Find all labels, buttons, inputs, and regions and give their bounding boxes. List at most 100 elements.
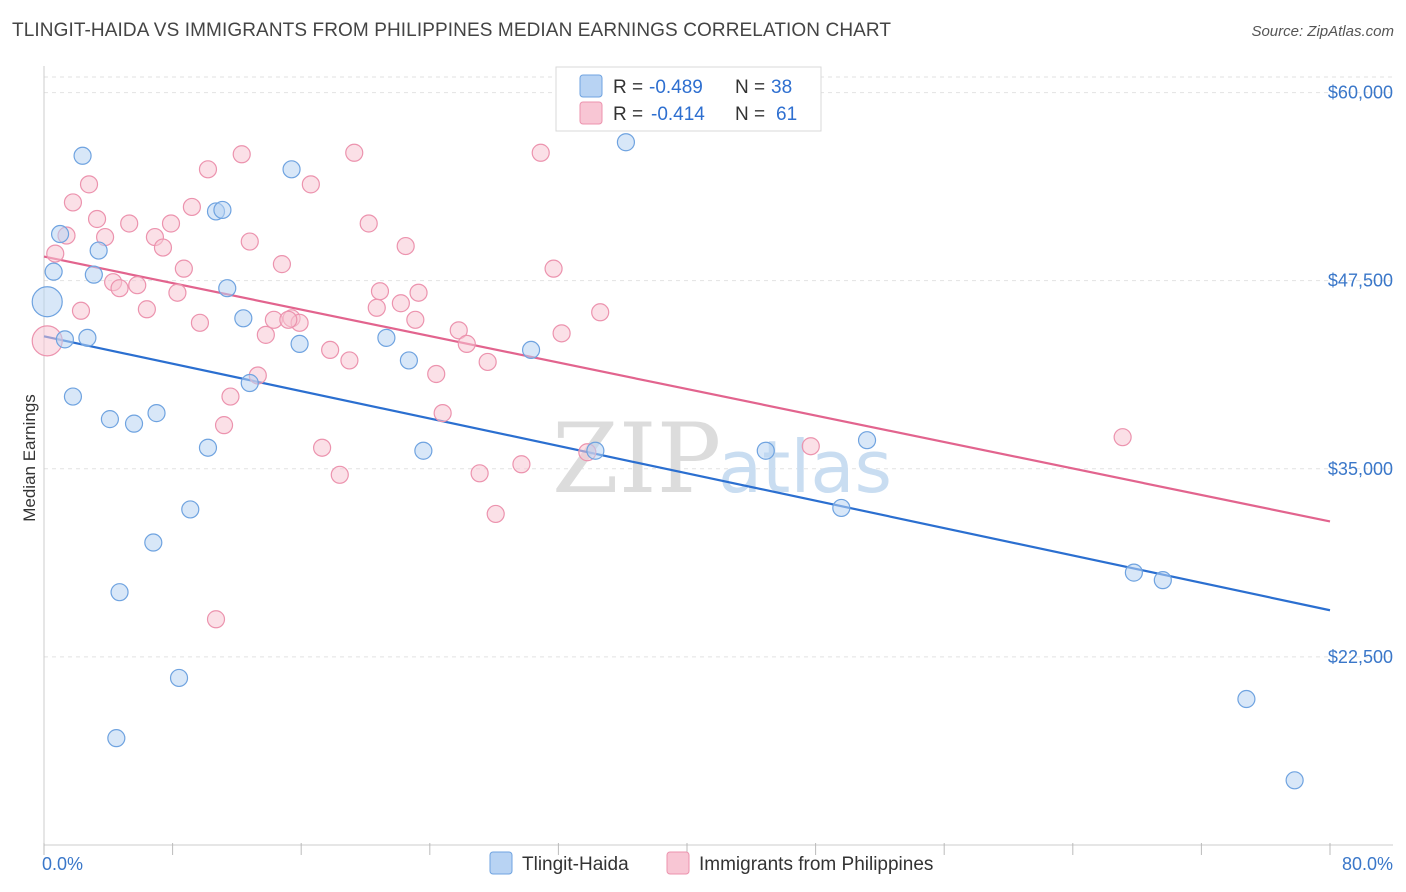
legend-r-value-2: -0.414 — [651, 104, 705, 125]
point-philippines — [801, 437, 820, 456]
point-tlingit-haida — [147, 404, 166, 423]
point-philippines — [367, 298, 386, 317]
point-tlingit-haida — [521, 340, 541, 360]
point-tlingit-haida — [616, 133, 636, 152]
legend: R = -0.489 N = 38 R = -0.414 N = 61 — [555, 66, 822, 132]
point-philippines — [370, 282, 390, 301]
point-philippines — [256, 325, 275, 344]
point-tlingit-haida — [377, 328, 396, 347]
point-tlingit-haida — [181, 500, 200, 519]
point-tlingit-haida — [857, 431, 877, 450]
points-layer — [31, 133, 1304, 790]
legend-swatch-tlingit-haida — [579, 74, 603, 98]
point-tlingit-haida — [44, 262, 63, 281]
point-philippines — [409, 283, 428, 302]
point-philippines — [153, 238, 173, 257]
point-tlingit-haida — [290, 334, 309, 353]
point-philippines — [301, 175, 320, 194]
point-tlingit-haida — [282, 160, 301, 179]
legend-r-label-1: R = — [613, 77, 643, 98]
point-philippines — [359, 214, 378, 233]
point-tlingit-haida — [586, 441, 605, 460]
y-tick-labels: $22,500 $35,000 $47,500 $60,000 — [1328, 83, 1393, 667]
point-tlingit-haida — [124, 414, 144, 433]
bottom-legend-swatch-philippines — [666, 851, 690, 875]
point-tlingit-haida — [50, 224, 70, 244]
point-philippines — [544, 259, 563, 278]
x-tick-label-max: 80.0% — [1342, 854, 1393, 874]
point-philippines — [433, 404, 452, 423]
chart-source: Source: ZipAtlas.com — [1251, 23, 1394, 40]
point-philippines — [71, 301, 91, 320]
point-tlingit-haida — [169, 668, 189, 688]
point-philippines — [120, 214, 139, 233]
point-philippines — [79, 175, 99, 194]
point-philippines — [340, 351, 359, 370]
legend-r-label-2: R = — [613, 104, 643, 125]
point-tlingit-haida — [110, 583, 129, 602]
y-tick-label: $22,500 — [1328, 647, 1393, 667]
legend-n-value-1: 38 — [771, 77, 792, 98]
point-philippines — [198, 160, 218, 179]
point-philippines — [345, 143, 364, 162]
point-philippines — [391, 294, 410, 313]
point-tlingit-haida — [756, 441, 775, 460]
point-philippines — [214, 416, 234, 435]
point-tlingit-haida — [399, 351, 419, 370]
point-philippines — [137, 300, 156, 319]
point-tlingit-haida — [107, 729, 126, 748]
point-tlingit-haida — [1285, 771, 1304, 790]
point-philippines — [478, 352, 497, 372]
point-philippines — [174, 259, 193, 278]
legend-n-label-2: N = — [735, 104, 765, 125]
point-tlingit-haida — [78, 328, 97, 347]
point-philippines — [531, 143, 550, 162]
point-philippines — [396, 236, 415, 256]
point-tlingit-haida — [213, 200, 232, 220]
bottom-legend: Tlingit-Haida Immigrants from Philippine… — [489, 851, 933, 875]
point-philippines — [63, 193, 83, 212]
point-tlingit-haida — [55, 330, 74, 349]
bottom-legend-label-tlingit-haida: Tlingit-Haida — [522, 854, 629, 875]
legend-swatch-philippines — [579, 101, 603, 125]
point-philippines — [279, 310, 298, 329]
legend-r-value-1: -0.489 — [649, 77, 703, 98]
point-philippines — [87, 209, 107, 229]
point-tlingit-haida — [1124, 563, 1143, 582]
y-tick-label: $35,000 — [1328, 459, 1393, 479]
y-tick-label: $60,000 — [1328, 83, 1393, 103]
point-philippines — [190, 313, 210, 332]
point-philippines — [457, 334, 476, 353]
point-tlingit-haida — [414, 441, 433, 460]
point-philippines — [312, 438, 332, 457]
point-philippines — [182, 197, 201, 217]
bottom-legend-label-philippines: Immigrants from Philippines — [699, 854, 933, 875]
point-tlingit-haida — [234, 309, 253, 328]
point-philippines — [486, 504, 505, 524]
point-philippines — [232, 145, 251, 164]
point-tlingit-haida — [240, 373, 259, 393]
legend-n-label-1: N = — [735, 77, 765, 98]
point-tlingit-haida — [144, 533, 163, 552]
point-philippines — [206, 610, 226, 629]
y-axis-title: Median Earnings — [20, 394, 39, 522]
point-philippines — [330, 465, 349, 484]
point-tlingit-haida — [198, 438, 218, 457]
point-philippines — [321, 340, 340, 360]
y-tick-label: $47,500 — [1328, 271, 1393, 291]
point-philippines — [272, 255, 292, 274]
trend-line-philippines — [43, 255, 1331, 523]
point-philippines — [168, 283, 187, 302]
point-philippines — [46, 244, 65, 263]
bottom-legend-swatch-tlingit-haida — [489, 851, 513, 875]
point-tlingit-haida — [218, 279, 237, 298]
point-philippines — [128, 276, 147, 295]
legend-n-value-2: 61 — [776, 104, 797, 125]
point-philippines — [512, 455, 531, 474]
point-philippines — [221, 387, 240, 406]
watermark-zip: ZIP — [552, 403, 721, 515]
point-tlingit-haida — [1153, 571, 1172, 590]
point-tlingit-haida — [1237, 689, 1256, 709]
point-tlingit-haida — [100, 410, 120, 429]
